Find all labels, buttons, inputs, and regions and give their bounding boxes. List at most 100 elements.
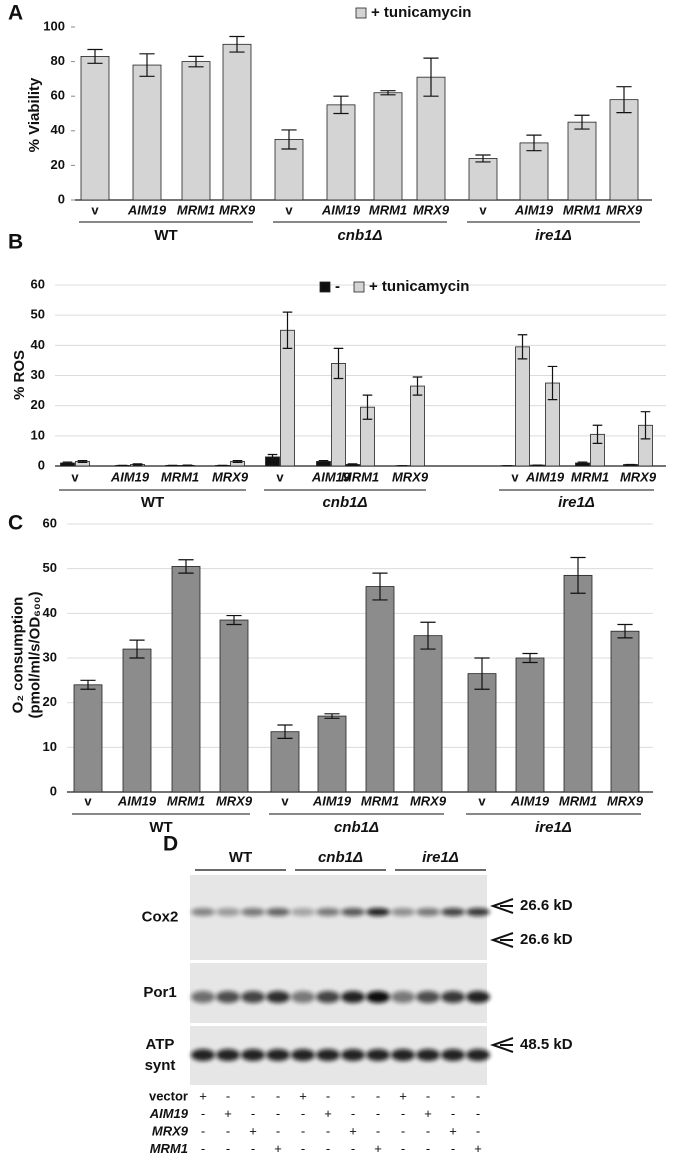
bar bbox=[468, 158, 498, 201]
y-tick-label: 60 bbox=[31, 276, 45, 291]
x-tick-label: v bbox=[281, 793, 289, 808]
treatment-mark: + bbox=[374, 1141, 382, 1154]
error-bar bbox=[226, 614, 242, 626]
error-bar bbox=[139, 53, 155, 77]
x-tick-label: MRM1 bbox=[571, 469, 609, 484]
treatment-mark: - bbox=[326, 1141, 330, 1154]
x-tick-label: AIM19 bbox=[312, 793, 352, 808]
treatment-mark: + bbox=[274, 1141, 282, 1154]
x-tick-label: MRX9 bbox=[620, 469, 657, 484]
treatment-mark: + bbox=[474, 1141, 482, 1154]
treatment-mark: - bbox=[201, 1141, 205, 1154]
error-bar bbox=[616, 86, 632, 114]
group-label: WT bbox=[141, 494, 164, 511]
treatment-mark: - bbox=[201, 1106, 205, 1121]
group-label: ire1Δ bbox=[535, 819, 572, 836]
y-tick-label: 20 bbox=[51, 157, 65, 172]
treatment-mark: - bbox=[451, 1106, 455, 1121]
error-bar bbox=[282, 311, 293, 349]
bar bbox=[373, 92, 403, 201]
bar bbox=[326, 104, 356, 201]
error-bar bbox=[347, 463, 358, 466]
x-tick-label: AIM19 bbox=[510, 793, 550, 808]
error-bar bbox=[281, 129, 297, 150]
blot-band bbox=[441, 908, 465, 916]
treatment-mark: - bbox=[226, 1141, 230, 1154]
blot-band bbox=[416, 1049, 440, 1061]
treatment-label: AIM19 bbox=[149, 1106, 189, 1121]
error-bar bbox=[362, 394, 373, 420]
row-label: ATP bbox=[146, 1036, 175, 1053]
blot-band bbox=[366, 908, 390, 916]
treatment-mark: - bbox=[401, 1106, 405, 1121]
y-axis-label: (pmol/ml/s/OD₆₀₀) bbox=[26, 591, 43, 718]
treatment-mark: + bbox=[424, 1106, 432, 1121]
error-bar bbox=[474, 657, 490, 690]
y-axis-label: O₂ consumption bbox=[9, 597, 26, 714]
blot-band bbox=[191, 1049, 215, 1061]
blot-band bbox=[241, 908, 265, 916]
treatment-mark: + bbox=[324, 1106, 332, 1121]
blot-band bbox=[266, 991, 290, 1003]
error-bar bbox=[526, 134, 542, 152]
treatment-mark: + bbox=[399, 1088, 407, 1103]
legend-swatch bbox=[353, 281, 365, 293]
y-tick-label: 60 bbox=[51, 88, 65, 103]
marker-label: 26.6 kD bbox=[520, 931, 573, 948]
x-tick-label: MRM1 bbox=[563, 202, 601, 217]
bar bbox=[132, 64, 162, 201]
y-tick-label: 20 bbox=[43, 694, 57, 709]
row-label: Cox2 bbox=[142, 908, 179, 925]
marker-arrow bbox=[489, 898, 514, 914]
treatment-mark: - bbox=[426, 1141, 430, 1154]
panel-label: D bbox=[163, 833, 178, 856]
error-bar bbox=[592, 424, 603, 444]
y-tick-label: 10 bbox=[43, 739, 57, 754]
y-tick-label: 80 bbox=[51, 53, 65, 68]
error-bar bbox=[333, 347, 344, 380]
treatment-mark: - bbox=[326, 1123, 330, 1138]
group-label: ire1Δ bbox=[422, 849, 459, 866]
group-label: WT bbox=[229, 849, 252, 866]
bar bbox=[515, 657, 545, 793]
treatment-mark: - bbox=[401, 1141, 405, 1154]
group-label: WT bbox=[149, 819, 172, 836]
bar bbox=[467, 673, 497, 793]
bar bbox=[519, 142, 549, 201]
bar bbox=[80, 56, 110, 201]
x-tick-label: MRX9 bbox=[219, 202, 256, 217]
bar bbox=[410, 385, 425, 467]
treatment-mark: - bbox=[226, 1088, 230, 1103]
error-bar bbox=[577, 461, 588, 465]
treatment-mark: - bbox=[351, 1141, 355, 1154]
blot-band bbox=[466, 991, 490, 1003]
error-bar bbox=[229, 35, 245, 53]
x-tick-label: MRX9 bbox=[410, 793, 447, 808]
x-tick-label: AIM19 bbox=[127, 202, 167, 217]
bar bbox=[280, 329, 295, 467]
y-tick-label: 50 bbox=[31, 307, 45, 322]
marker-label: 26.6 kD bbox=[520, 897, 573, 914]
error-bar bbox=[178, 559, 194, 574]
bar bbox=[413, 635, 443, 793]
bar bbox=[365, 586, 395, 793]
x-tick-label: AIM19 bbox=[117, 793, 157, 808]
treatment-mark: - bbox=[426, 1123, 430, 1138]
error-bar bbox=[333, 95, 349, 115]
treatment-mark: + bbox=[349, 1123, 357, 1138]
blot-band bbox=[366, 991, 390, 1003]
error-bar bbox=[380, 90, 396, 96]
error-bar bbox=[80, 679, 96, 690]
blot-band bbox=[291, 991, 315, 1003]
treatment-mark: - bbox=[351, 1088, 355, 1103]
blot-band bbox=[241, 1049, 265, 1061]
blot-band bbox=[391, 908, 415, 916]
bar bbox=[515, 346, 530, 467]
x-tick-label: v bbox=[276, 469, 284, 484]
marker-arrow bbox=[489, 1037, 514, 1053]
blot-band bbox=[216, 1049, 240, 1061]
x-tick-label: AIM19 bbox=[525, 469, 565, 484]
blot-panel bbox=[190, 963, 487, 1023]
treatment-mark: + bbox=[249, 1123, 257, 1138]
x-tick-label: MRM1 bbox=[559, 793, 597, 808]
